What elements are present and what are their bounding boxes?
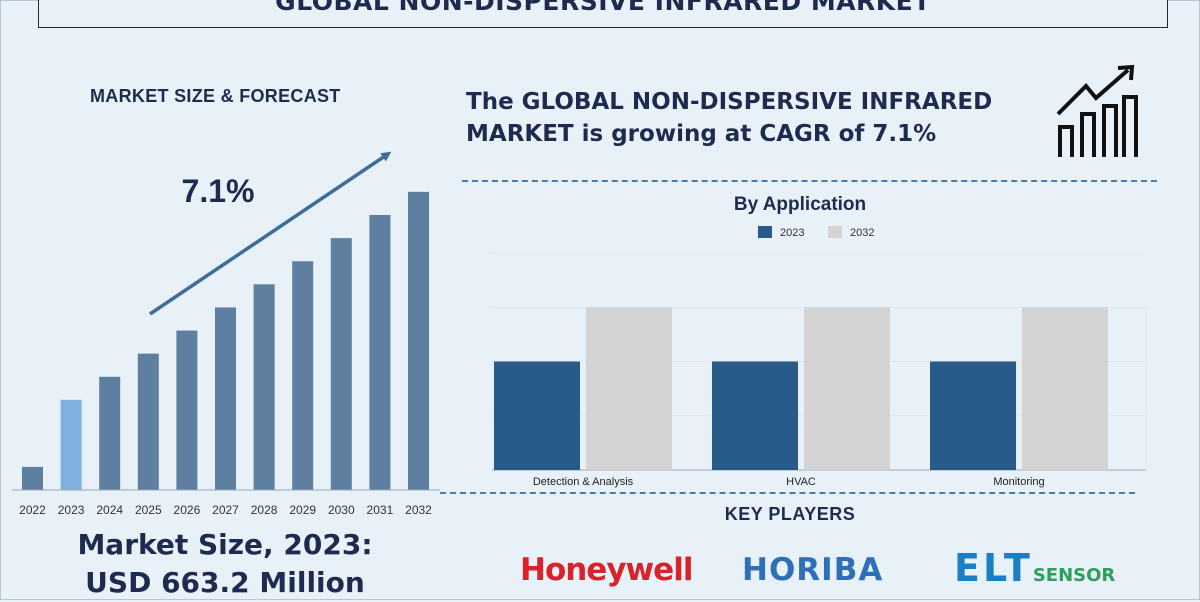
market-size-forecast-chart: 2022 2023 2024 2025 2026 2027 2028 2029 2030 2031…	[12, 151, 440, 517]
forecast-bar-2031	[369, 214, 391, 490]
forecast-tick-2031: 2031	[367, 503, 394, 517]
application-tick-label: Detection & Analysis	[533, 476, 634, 488]
forecast-tick-2025: 2025	[135, 503, 162, 517]
forecast-tick-2022: 2022	[19, 503, 46, 517]
forecast-bar-2029	[292, 261, 314, 490]
section-divider-bottom	[440, 492, 1135, 494]
legend-label-2023: 2023	[780, 227, 804, 239]
forecast-tick-2026: 2026	[174, 503, 201, 517]
legend-label-2032: 2032	[850, 227, 874, 239]
market-size-line-2: USD 663.2 Million	[85, 566, 365, 599]
legend-swatch-2032	[828, 226, 842, 238]
forecast-bar-2026	[176, 330, 198, 490]
application-bar-2032	[804, 307, 890, 470]
legend: 2023 2032	[758, 226, 874, 239]
forecast-tick-2027: 2027	[212, 503, 239, 517]
application-bar-2023	[494, 361, 580, 470]
application-tick-label: Monitoring	[993, 476, 1044, 488]
title-banner: GLOBAL NON-DISPERSIVE INFRARED MARKET	[38, 0, 1168, 28]
forecast-tick-2028: 2028	[251, 503, 278, 517]
application-bar-2023	[930, 361, 1016, 470]
forecast-tick-2029: 2029	[289, 503, 316, 517]
forecast-tick-2030: 2030	[328, 503, 355, 517]
cagr-headline: The GLOBAL NON-DISPERSIVE INFRARED MARKE…	[466, 89, 993, 147]
market-size-callout: Market Size, 2023: USD 663.2 Million	[0, 526, 450, 602]
application-bar-2032	[586, 307, 672, 470]
page-title: GLOBAL NON-DISPERSIVE INFRARED MARKET	[275, 0, 931, 16]
forecast-bar-2024	[99, 376, 121, 490]
growth-arrow	[149, 151, 392, 316]
section-divider-top	[462, 180, 1157, 182]
forecast-bar-2030	[330, 238, 352, 490]
elt-logo-text: ELT	[954, 546, 1033, 590]
by-application-title: By Application	[734, 194, 866, 215]
forecast-tick-2032: 2032	[405, 503, 432, 517]
sensor-logo-text: SENSOR	[1032, 565, 1116, 586]
application-bar-2032	[1022, 307, 1108, 470]
forecast-bar-2027	[215, 307, 236, 490]
market-size-forecast-title: MARKET SIZE & FORECAST	[90, 86, 341, 106]
by-application-chart: By Application 2023 2032 Detection & Ana…	[492, 194, 1147, 488]
legend-swatch-2023	[758, 226, 772, 238]
forecast-bar-2025	[137, 353, 159, 490]
forecast-tick-2024: 2024	[96, 503, 123, 517]
forecast-bar-2023	[60, 399, 82, 490]
key-players-title: KEY PLAYERS	[724, 504, 856, 524]
bar-chart-growth-icon	[1056, 64, 1138, 157]
market-size-line-1: Market Size, 2023:	[77, 528, 373, 561]
forecast-bar-2032	[408, 191, 429, 490]
forecast-tick-2023: 2023	[58, 503, 85, 517]
forecast-bar-2022	[22, 466, 43, 490]
forecast-bar-2028	[253, 284, 275, 490]
application-tick-label: HVAC	[786, 476, 816, 488]
cagr-annotation: 7.1%	[182, 173, 255, 209]
application-bar-2023	[712, 361, 798, 470]
honeywell-logo: Honeywell	[520, 552, 693, 588]
horiba-logo: HORIBA	[742, 552, 884, 588]
elt-sensor-logo: ELTSENSOR	[954, 546, 1115, 590]
